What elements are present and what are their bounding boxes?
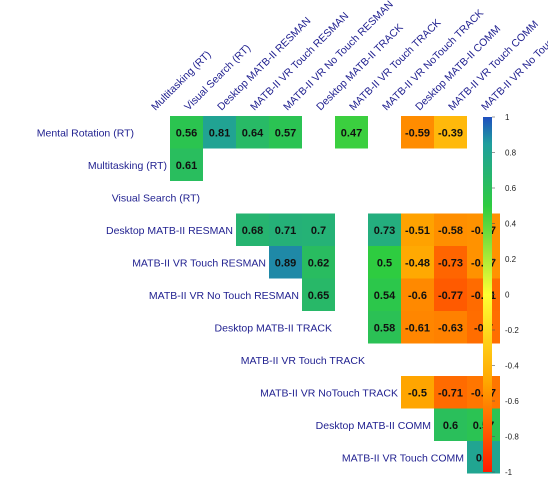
cell-value-label: 0.58	[374, 322, 395, 334]
cell-value-label: 0.61	[176, 160, 197, 172]
row-label: MATB-II VR Touch TRACK	[241, 355, 365, 367]
heatmap-cell	[401, 246, 434, 279]
heatmap-cell	[269, 246, 302, 279]
heatmap-cell	[401, 116, 434, 149]
heatmap-cell	[368, 278, 401, 311]
heatmap-cell	[401, 311, 434, 344]
row-label: MATB-II VR NoTouch TRACK	[260, 387, 398, 399]
row-label: Desktop MATB-II RESMAN	[106, 225, 233, 237]
column-label: Multitasking (RT)	[149, 49, 213, 113]
cell-value-label: 0.89	[275, 257, 296, 269]
colorbar-tick-label: 0.4	[505, 220, 517, 229]
cell-value-label: -0.58	[438, 225, 463, 237]
row-label: Desktop MATB-II TRACK	[215, 322, 332, 334]
heatmap-cell	[302, 278, 335, 311]
heatmap-cell	[434, 278, 467, 311]
cell-value-label: -0.61	[405, 322, 430, 334]
cell-value-label: -0.59	[405, 127, 430, 139]
cell-value-label: 0.54	[374, 290, 396, 302]
heatmap-cell	[170, 116, 203, 149]
colorbar-tick-label: -0.2	[505, 326, 519, 335]
heatmap-cell	[302, 246, 335, 279]
colorbar-tick-label: -0.6	[505, 397, 519, 406]
heatmap-cell	[302, 213, 335, 246]
heatmap-cell	[434, 213, 467, 246]
row-label: Desktop MATB-II COMM	[316, 420, 431, 432]
cell-value-label: 0.73	[374, 225, 395, 237]
cell-value-label: 0.81	[209, 127, 230, 139]
colorbar-tick-label: 1	[505, 113, 510, 122]
heatmap-cell	[401, 376, 434, 409]
colorbar-tick-label: -0.8	[505, 433, 519, 442]
row-label: MATB-II VR No Touch RESMAN	[149, 290, 299, 302]
row-labels: Mental Rotation (RT) Multitasking (RT) Vis…	[37, 127, 464, 464]
heatmap-cell	[236, 213, 269, 246]
heatmap-cell	[434, 116, 467, 149]
cell-value-label: -0.48	[405, 257, 430, 269]
heatmap-cell	[434, 408, 467, 441]
row-label: MATB-II VR Touch COMM	[342, 452, 464, 464]
cell-value-label: -0.73	[438, 257, 463, 269]
heatmap-cell	[434, 311, 467, 344]
row-label: Visual Search (RT)	[112, 192, 200, 204]
colorbar-tick-label: 0.8	[505, 149, 517, 158]
heatmap-cell	[434, 246, 467, 279]
colorbar-tick-label: 0	[505, 291, 510, 300]
heatmap-cell	[335, 116, 368, 149]
cell-value-label: -0.5	[408, 387, 427, 399]
cell-value-label: 0.68	[242, 225, 263, 237]
colorbar-gradient	[483, 117, 492, 472]
heatmap-cell	[401, 278, 434, 311]
cell-value-label: 0.62	[308, 257, 329, 269]
heatmap-cell	[236, 116, 269, 149]
heatmap-cell	[368, 246, 401, 279]
heatmap-cell	[368, 213, 401, 246]
column-labels: Multitasking (RT)Visual Search (RT)Deskt…	[149, 0, 548, 113]
row-label: Mental Rotation (RT)	[37, 127, 134, 139]
heatmap-cell	[170, 148, 203, 181]
cell-value-label: 0.7	[311, 225, 326, 237]
cell-value-label: -0.63	[438, 322, 463, 334]
cell-value-label: -0.77	[438, 290, 463, 302]
cell-value-label: 0.71	[275, 225, 296, 237]
cell-value-label: -0.71	[438, 387, 463, 399]
heatmap-cell	[434, 376, 467, 409]
colorbar-tick-label: -0.4	[505, 362, 519, 371]
cell-value-label: 0.6	[443, 420, 458, 432]
cell-value-label: -0.6	[408, 290, 427, 302]
heatmap-cell	[401, 213, 434, 246]
cell-value-label: 0.57	[275, 127, 296, 139]
colorbar-tick-label: -1	[505, 468, 513, 477]
cell-value-label: -0.51	[405, 225, 430, 237]
heatmap-cell	[203, 116, 236, 149]
cell-value-label: 0.65	[308, 290, 329, 302]
cell-value-label: 0.64	[242, 127, 264, 139]
row-label: Multitasking (RT)	[88, 160, 167, 172]
colorbar-tick-label: 0.2	[505, 255, 517, 264]
heatmap-cell	[269, 213, 302, 246]
colorbar-tick-label: 0.6	[505, 184, 517, 193]
cell-value-label: 0.5	[377, 257, 392, 269]
cell-value-label: 0.47	[341, 127, 362, 139]
heatmap-cell	[368, 311, 401, 344]
cell-value-label: 0.56	[176, 127, 197, 139]
heatmap-cell	[269, 116, 302, 149]
cell-value-label: -0.39	[438, 127, 463, 139]
row-label: MATB-II VR Touch RESMAN	[132, 257, 266, 269]
colorbar: 1 0.8 0.6 0.4 0.2 0 -0.2 -0.4 -0.6 -0.8 -1	[483, 113, 519, 477]
